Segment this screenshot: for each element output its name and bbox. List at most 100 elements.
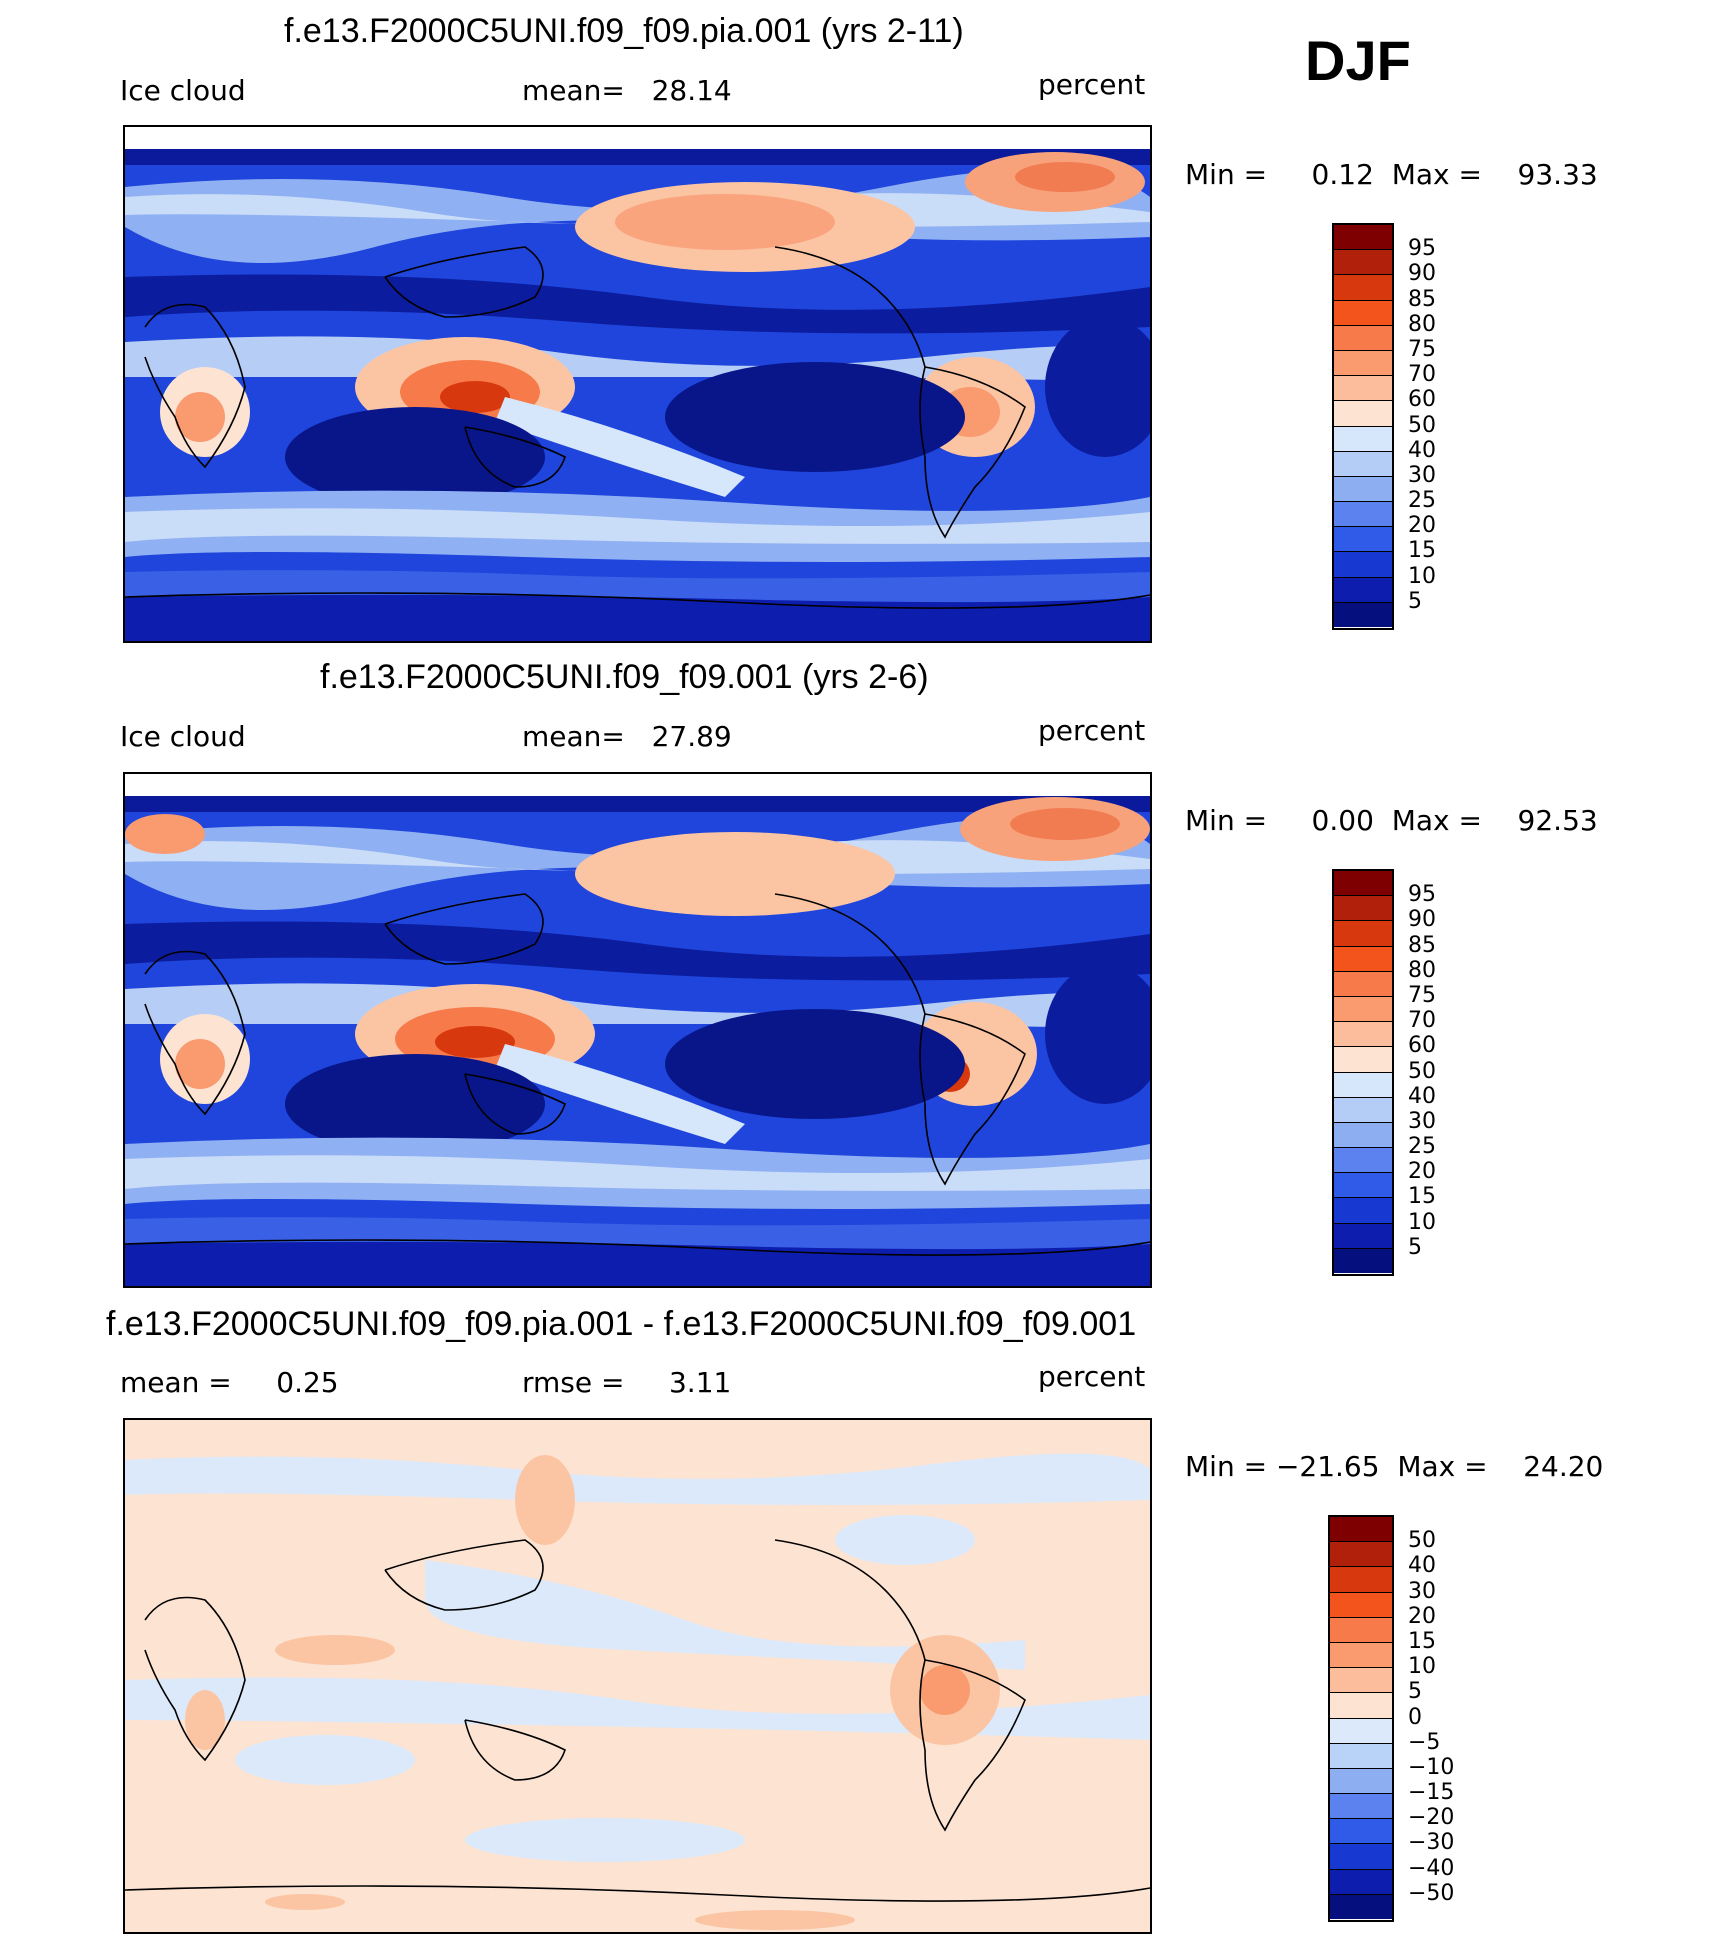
- colorbar-tick-label: 50: [1408, 412, 1436, 438]
- panel-3-colorbar: [1328, 1515, 1394, 1922]
- colorbar-tick-label: 5: [1408, 1679, 1422, 1705]
- colorbar-tick-label: −40: [1408, 1855, 1455, 1881]
- panel-2-variable-label: Ice cloud: [120, 720, 246, 753]
- colorbar-tick-label: 20: [1408, 1603, 1436, 1629]
- colorbar-swatch: [1330, 1844, 1392, 1870]
- panel-2-map-field: [125, 774, 1150, 1286]
- panel-2-title: f.e13.F2000C5UNI.f09_f09.001 (yrs 2-6): [320, 658, 929, 696]
- colorbar-swatch: [1334, 476, 1392, 503]
- colorbar-swatch: [1330, 1894, 1392, 1919]
- colorbar-swatch: [1330, 1517, 1392, 1543]
- colorbar-swatch: [1334, 275, 1392, 301]
- colorbar-tick-label: 75: [1408, 982, 1436, 1008]
- colorbar-swatch: [1330, 1617, 1392, 1643]
- colorbar-swatch: [1334, 401, 1392, 427]
- colorbar-swatch: [1334, 971, 1392, 997]
- colorbar-swatch: [1334, 1223, 1392, 1249]
- colorbar-swatch: [1334, 921, 1392, 947]
- panel-1-minmax: Min = 0.12 Max = 93.33: [1185, 158, 1598, 191]
- colorbar-tick-label: 0: [1408, 1704, 1422, 1730]
- colorbar-swatch: [1334, 376, 1392, 402]
- colorbar-swatch: [1334, 602, 1392, 627]
- colorbar-tick-label: 85: [1408, 286, 1436, 312]
- colorbar-tick-label: 30: [1408, 1108, 1436, 1134]
- colorbar-swatch: [1330, 1592, 1392, 1618]
- colorbar-tick-label: 75: [1408, 336, 1436, 362]
- colorbar-swatch: [1330, 1693, 1392, 1719]
- colorbar-tick-label: −10: [1408, 1754, 1455, 1780]
- colorbar-swatch: [1334, 896, 1392, 922]
- colorbar-swatch: [1334, 426, 1392, 452]
- colorbar-tick-label: 30: [1408, 462, 1436, 488]
- panel-3-minmax: Min = −21.65 Max = 24.20: [1185, 1450, 1604, 1483]
- panel-2-colorbar: [1332, 869, 1394, 1276]
- panel-3-rmse-label: rmse = 3.11: [522, 1366, 732, 1399]
- colorbar-swatch: [1334, 552, 1392, 578]
- colorbar-tick-label: 80: [1408, 957, 1436, 983]
- colorbar-swatch: [1330, 1819, 1392, 1845]
- colorbar-tick-label: −50: [1408, 1880, 1455, 1906]
- colorbar-tick-label: 20: [1408, 1159, 1436, 1185]
- colorbar-tick-label: −5: [1408, 1729, 1441, 1755]
- colorbar-tick-label: 25: [1408, 1134, 1436, 1160]
- colorbar-tick-label: −15: [1408, 1780, 1455, 1806]
- colorbar-swatch: [1334, 1047, 1392, 1073]
- colorbar-swatch: [1334, 350, 1392, 377]
- colorbar-swatch: [1334, 996, 1392, 1023]
- colorbar-swatch: [1334, 1022, 1392, 1048]
- colorbar-tick-label: 80: [1408, 311, 1436, 337]
- colorbar-swatch: [1334, 871, 1392, 897]
- colorbar-tick-label: 40: [1408, 437, 1436, 463]
- colorbar-swatch: [1334, 225, 1392, 251]
- colorbar-swatch: [1334, 1148, 1392, 1174]
- colorbar-tick-label: 60: [1408, 387, 1436, 413]
- colorbar-swatch: [1334, 1248, 1392, 1273]
- colorbar-tick-label: 95: [1408, 236, 1436, 262]
- colorbar-swatch: [1334, 502, 1392, 528]
- colorbar-tick-label: 5: [1408, 588, 1422, 614]
- colorbar-swatch: [1330, 1567, 1392, 1593]
- panel-1-variable-label: Ice cloud: [120, 74, 246, 107]
- colorbar-tick-label: 50: [1408, 1058, 1436, 1084]
- colorbar-tick-label: 10: [1408, 1654, 1436, 1680]
- panel-1-units-label: percent: [1038, 68, 1146, 101]
- colorbar-swatch: [1334, 1122, 1392, 1149]
- colorbar-swatch: [1334, 946, 1392, 972]
- colorbar-swatch: [1330, 1768, 1392, 1795]
- panel-1-map: [123, 125, 1152, 643]
- panel-2-map: [123, 772, 1152, 1288]
- colorbar-tick-label: 30: [1408, 1578, 1436, 1604]
- colorbar-tick-label: 10: [1408, 563, 1436, 589]
- colorbar-swatch: [1334, 325, 1392, 351]
- panel-3-units-label: percent: [1038, 1360, 1146, 1393]
- colorbar-tick-label: 85: [1408, 932, 1436, 958]
- panel-3-map: [123, 1418, 1152, 1934]
- season-label: DJF: [1305, 29, 1411, 92]
- colorbar-tick-label: 15: [1408, 538, 1436, 564]
- colorbar-tick-label: 90: [1408, 261, 1436, 287]
- colorbar-tick-label: 60: [1408, 1033, 1436, 1059]
- colorbar-swatch: [1334, 250, 1392, 276]
- colorbar-swatch: [1330, 1718, 1392, 1744]
- panel-1-colorbar-boxes: [1334, 225, 1392, 627]
- colorbar-tick-label: 95: [1408, 882, 1436, 908]
- colorbar-tick-label: 20: [1408, 513, 1436, 539]
- colorbar-swatch: [1334, 1097, 1392, 1123]
- colorbar-tick-label: 10: [1408, 1209, 1436, 1235]
- colorbar-tick-label: 25: [1408, 488, 1436, 514]
- colorbar-swatch: [1330, 1743, 1392, 1769]
- panel-1-title: f.e13.F2000C5UNI.f09_f09.pia.001 (yrs 2-…: [284, 12, 964, 50]
- panel-2-colorbar-boxes: [1334, 871, 1392, 1273]
- colorbar-swatch: [1334, 451, 1392, 477]
- colorbar-tick-label: 15: [1408, 1184, 1436, 1210]
- colorbar-swatch: [1330, 1642, 1392, 1669]
- colorbar-tick-label: 5: [1408, 1234, 1422, 1260]
- panel-3-colorbar-boxes: [1330, 1517, 1392, 1919]
- colorbar-tick-label: 70: [1408, 1008, 1436, 1034]
- panel-1-colorbar: [1332, 223, 1394, 630]
- colorbar-swatch: [1334, 527, 1392, 553]
- colorbar-swatch: [1334, 1198, 1392, 1224]
- panel-2-units-label: percent: [1038, 714, 1146, 747]
- panel-2-mean-label: mean= 27.89: [522, 720, 732, 753]
- colorbar-tick-label: 40: [1408, 1553, 1436, 1579]
